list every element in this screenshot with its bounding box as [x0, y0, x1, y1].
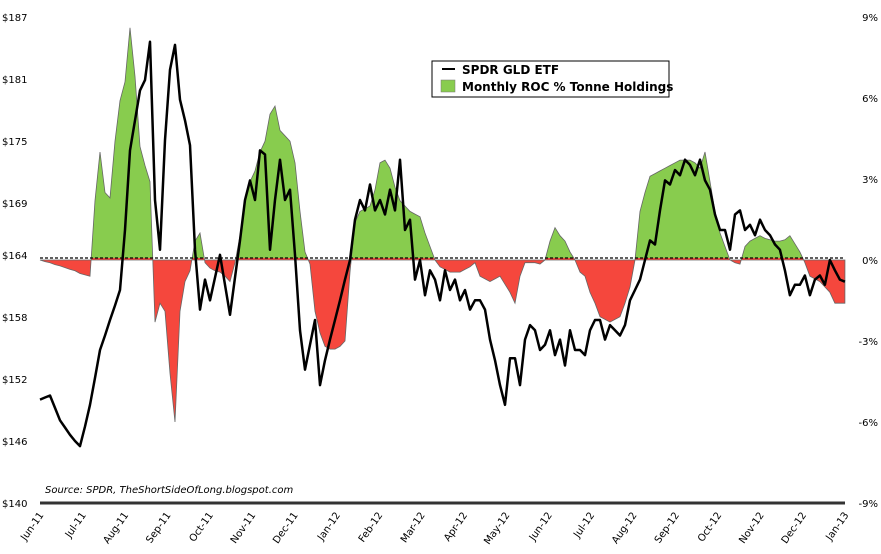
x-tick-label: May-12 — [482, 510, 512, 546]
right-tick-label: 0% — [862, 256, 878, 267]
x-tick-label: Jun-11 — [19, 510, 47, 543]
x-tick-label: Sep-12 — [653, 510, 682, 545]
legend-label-roc: Monthly ROC % Tonne Holdings — [462, 80, 673, 94]
legend: SPDR GLD ETF Monthly ROC % Tonne Holding… — [431, 60, 673, 98]
source-note: Source: SPDR, TheShortSideOfLong.blogspo… — [45, 485, 293, 496]
gld-price-line — [39, 40, 846, 448]
x-tick-label: Nov-11 — [229, 510, 258, 545]
x-tick-label: Jul-12 — [571, 510, 597, 540]
left-tick-label: $187 — [2, 13, 27, 24]
left-tick-label: $140 — [2, 499, 27, 510]
left-tick-label: $181 — [2, 75, 27, 86]
x-tick-label: Jun-12 — [527, 510, 555, 543]
x-axis-ticks: Jun-11 Jul-11 Aug-11 Sep-11 Oct-11 Nov-11 Dec-… — [19, 510, 852, 546]
left-tick-label: $158 — [2, 313, 27, 324]
x-tick-label: Mar-12 — [399, 510, 428, 545]
left-tick-label: $146 — [2, 437, 27, 448]
x-tick-label: Apr-12 — [442, 510, 470, 543]
x-tick-label: Jan-12 — [315, 510, 343, 543]
left-tick-label: $169 — [2, 199, 27, 210]
roc-area-negative — [39, 258, 846, 423]
x-tick-label: Oct-12 — [696, 510, 724, 544]
legend-swatch-roc — [440, 79, 456, 93]
right-tick-label: 3% — [862, 175, 878, 186]
x-tick-label: Jan-13 — [824, 510, 852, 543]
right-tick-label: 6% — [862, 94, 878, 105]
x-tick-label: Dec-12 — [780, 510, 809, 546]
x-tick-label: Jul-11 — [63, 510, 89, 540]
legend-label-price: SPDR GLD ETF — [462, 63, 559, 77]
x-tick-label: Aug-11 — [102, 510, 132, 546]
x-tick-label: Feb-12 — [357, 510, 386, 544]
x-tick-label: Nov-12 — [737, 510, 766, 545]
left-axis-ticks: $140 $146 $152 $158 $164 $169 $175 $181 $187 — [2, 13, 27, 510]
right-tick-label: -6% — [859, 418, 878, 429]
x-tick-label: Oct-11 — [188, 510, 216, 544]
right-tick-label: -9% — [859, 499, 878, 510]
left-tick-label: $175 — [2, 137, 27, 148]
x-tick-label: Aug-12 — [610, 510, 640, 546]
x-tick-label: Dec-11 — [271, 510, 300, 546]
left-tick-label: $164 — [2, 251, 27, 262]
right-axis-ticks: -9% -6% -3% 0% 3% 6% 9% — [859, 13, 878, 510]
right-tick-label: 9% — [862, 13, 878, 24]
right-tick-label: -3% — [859, 337, 878, 348]
x-tick-label: Sep-11 — [144, 510, 173, 545]
left-tick-label: $152 — [2, 375, 27, 386]
